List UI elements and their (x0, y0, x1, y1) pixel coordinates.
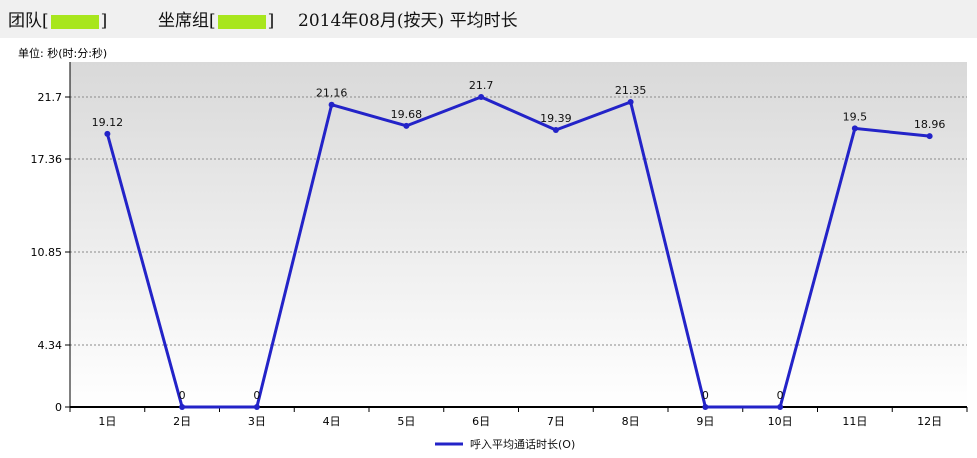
y-tick-labels: 0 4.34 10.85 17.36 21.7 (31, 91, 63, 414)
y-tick-label: 10.85 (31, 246, 63, 259)
team-close: ] (100, 11, 108, 31)
x-tick-label: 3日 (248, 415, 266, 428)
x-tick-label: 11日 (842, 415, 867, 428)
data-label: 19.12 (92, 116, 124, 129)
plot-area (70, 62, 967, 407)
data-label: 18.96 (914, 118, 946, 131)
data-point (179, 404, 186, 410)
data-point (253, 404, 260, 410)
data-label: 21.16 (316, 87, 348, 100)
series-layer (104, 94, 933, 410)
x-tick-label: 10日 (768, 415, 793, 428)
y-tick-label: 17.36 (31, 153, 63, 166)
x-tick-label: 1日 (98, 415, 116, 428)
legend[interactable]: 呼入平均通话时长(O) (435, 438, 575, 451)
data-label: 0 (777, 389, 784, 402)
data-label: 0 (253, 389, 260, 402)
x-tick-label: 2日 (173, 415, 191, 428)
data-point (627, 99, 634, 105)
y-tick-label: 21.7 (38, 91, 63, 104)
data-point (702, 404, 709, 410)
report-title: 2014年08月(按天) 平均时长 (298, 11, 518, 31)
unit-label: 单位: 秒(时:分:秒) (18, 47, 108, 60)
x-tick-label: 4日 (323, 415, 341, 428)
data-point (777, 404, 784, 410)
data-point (926, 133, 933, 140)
data-label: 19.5 (843, 110, 868, 123)
y-tick-label: 4.34 (38, 339, 63, 352)
data-label: 19.68 (391, 108, 423, 121)
y-tick-label: 0 (55, 401, 62, 414)
team-label: 团队[ (8, 11, 49, 31)
data-label: 21.7 (469, 79, 494, 92)
data-point (851, 125, 858, 132)
x-tick-label: 7日 (547, 415, 565, 428)
group-close: ] (267, 11, 275, 31)
data-point (478, 94, 485, 100)
data-label: 0 (179, 389, 186, 402)
grid-lines (70, 96, 967, 346)
data-label: 0 (702, 389, 709, 402)
x-tick-labels: 1日 2日 3日 4日 5日 6日 7日 8日 9日 10日 11日 12日 (98, 415, 942, 428)
x-tick-label: 8日 (622, 415, 640, 428)
x-tick-label: 12日 (917, 415, 942, 428)
group-label: 坐席组[ (158, 11, 216, 31)
data-point (328, 101, 335, 108)
data-labels: 19.12 0 0 21.16 19.68 21.7 19.39 21.35 0 0 19.5 18.… (92, 79, 946, 402)
x-tick-label: 6日 (472, 415, 490, 428)
group-filter: 坐席组[] (158, 6, 274, 31)
series-line (105, 95, 930, 409)
data-point (104, 130, 111, 137)
legend-label: 呼入平均通话时长(O) (470, 438, 575, 451)
group-name-redaction (217, 14, 266, 29)
team-name-redaction (50, 14, 99, 29)
x-tick-label: 5日 (397, 415, 415, 428)
report-header: 团队[] 坐席组[] 2014年08月(按天) 平均时长 (0, 0, 977, 38)
data-point (552, 127, 559, 133)
team-filter: 团队[] (8, 6, 107, 31)
data-label: 21.35 (615, 84, 647, 97)
data-label: 19.39 (540, 112, 572, 125)
data-point (403, 122, 410, 129)
x-tick-label: 9日 (696, 415, 714, 428)
